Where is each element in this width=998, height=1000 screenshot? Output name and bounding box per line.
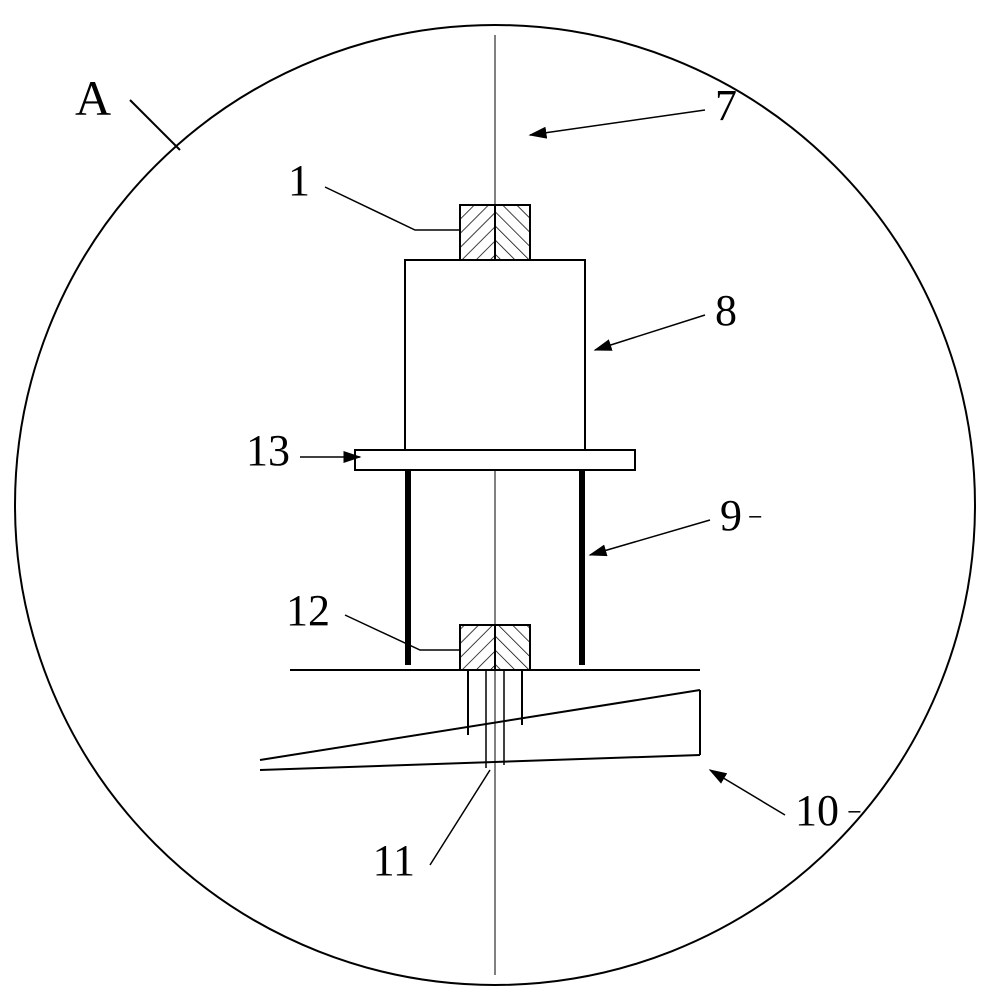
label-10: 10 [795,786,839,835]
numeric-labels: 1 7 8 9 10 11 12 13 [246,81,860,885]
label-7: 7 [715,81,737,130]
label-9: 9 [720,491,742,540]
leader-9 [590,520,710,555]
view-label-tick [130,100,180,150]
label-1: 1 [288,156,310,205]
label-8: 8 [715,286,737,335]
leader-7 [530,110,705,135]
part-13-plate [355,450,635,470]
part-8-barrel [405,260,585,450]
leader-11 [430,770,490,865]
part-10-pipe [260,690,700,770]
view-label-A: A [75,70,111,126]
label-11: 11 [373,836,415,885]
leader-lines [300,110,785,865]
leader-1 [325,187,460,230]
part-1-top-nut [460,205,530,260]
leader-8 [595,315,705,350]
technical-diagram: A 1 7 8 9 10 11 12 13 [0,0,998,1000]
leader-12 [345,615,460,650]
label-12: 12 [286,586,330,635]
label-13: 13 [246,426,290,475]
leader-10 [710,770,785,815]
part-12-bottom-nut [460,625,530,670]
